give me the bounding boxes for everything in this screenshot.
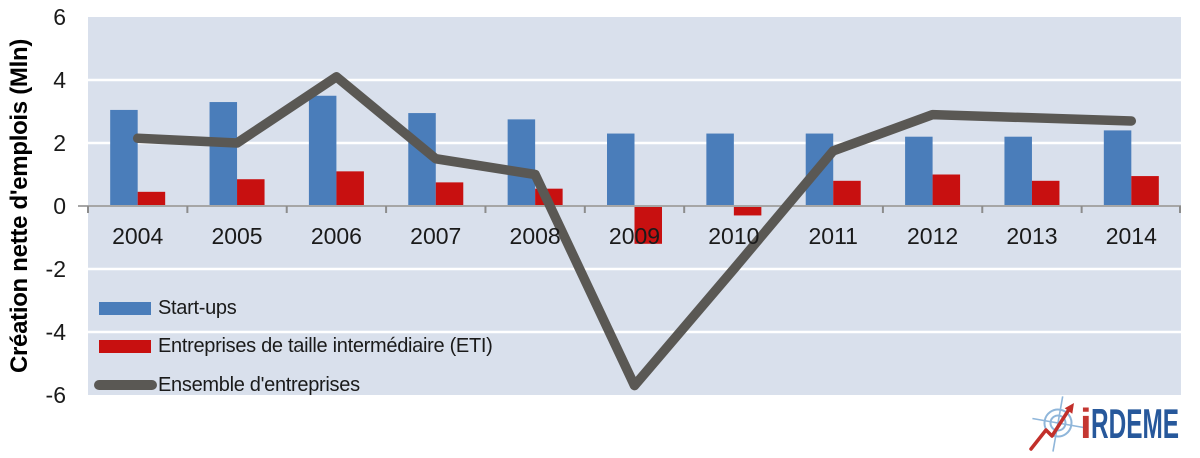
legend-item-start-ups: Start-ups [94, 289, 493, 328]
compass-scope-icon [1029, 396, 1084, 452]
bar-entreprises-de-taille-interm-diaire-eti-2012 [932, 174, 961, 206]
bar-entreprises-de-taille-interm-diaire-eti-2013 [1031, 180, 1060, 206]
legend-label: Ensemble d'entreprises [158, 373, 360, 396]
bar-entreprises-de-taille-interm-diaire-eti-2011 [833, 180, 861, 206]
y-tick-6: 6 [53, 4, 66, 30]
y-tick--6: -6 [45, 382, 66, 408]
plot-area: 2004 2005 2006 2007 2008 2009 2010 2011 2012 2013… [78, 17, 1181, 395]
y-tick-4: 4 [53, 67, 66, 93]
bar-series-start-ups [110, 95, 1132, 206]
bar-entreprises-de-taille-interm-diaire-eti-2014 [1131, 176, 1159, 206]
x-label-2011: 2011 [808, 223, 858, 249]
y-axis-ticks: 6 4 2 0 -2 -4 -6 [0, 0, 66, 458]
bar-entreprises-de-taille-interm-diaire-eti-2004 [137, 191, 166, 206]
bar-start-ups-2005 [209, 102, 238, 206]
x-label-2014: 2014 [1105, 223, 1157, 249]
x-label-2010: 2010 [708, 223, 760, 249]
bar-start-ups-2006 [308, 95, 337, 206]
x-label-2006: 2006 [310, 223, 362, 249]
bar-entreprises-de-taille-interm-diaire-eti-2009 [634, 206, 662, 244]
legend-swatch [99, 301, 151, 315]
x-label-2013: 2013 [1006, 223, 1058, 249]
legend-item-ensemble-d-entreprises: Ensemble d'entreprises [94, 366, 493, 405]
x-label-2005: 2005 [211, 223, 263, 249]
bar-entreprises-de-taille-interm-diaire-eti-2006 [336, 171, 364, 206]
y-tick--4: -4 [45, 319, 66, 345]
legend-swatch [99, 340, 151, 354]
logo-text-rdeme: RDEME [1091, 400, 1179, 447]
bar-start-ups-2009 [607, 133, 635, 206]
y-tick-0: 0 [53, 193, 66, 219]
legend-label: Start-ups [158, 296, 237, 319]
legend-line-swatch-ensemble-d-entreprises [94, 380, 158, 391]
bar-entreprises-de-taille-interm-diaire-eti-2005 [237, 179, 265, 206]
legend-item-entreprises-de-taille-interm-diaire-eti: Entreprises de taille intermédiaire (ETI… [94, 328, 493, 367]
x-label-2012: 2012 [906, 223, 959, 249]
irdeme-logo: i RDEME [1029, 396, 1179, 452]
bar-entreprises-de-taille-interm-diaire-eti-2010 [733, 206, 762, 216]
logo-text-i: i [1080, 400, 1092, 447]
bar-start-ups-2012 [905, 136, 933, 206]
chart-canvas [78, 72, 1181, 391]
x-label-2004: 2004 [112, 223, 164, 249]
bar-start-ups-2004 [110, 109, 138, 206]
x-label-2007: 2007 [410, 223, 462, 249]
bar-entreprises-de-taille-interm-diaire-eti-2007 [435, 182, 464, 206]
x-label-2008: 2008 [509, 223, 561, 249]
y-tick-2: 2 [53, 130, 66, 156]
bar-start-ups-2010 [706, 133, 734, 206]
bar-start-ups-2014 [1103, 130, 1132, 206]
rising-arrow-icon [1029, 403, 1074, 451]
chart-legend: Start-ups Entreprises de taille intermédi… [94, 289, 493, 405]
x-label-2009: 2009 [608, 223, 661, 249]
line-ensemble-d-entreprises [132, 72, 1137, 391]
legend-bar-swatch-start-ups [94, 301, 158, 315]
bar-start-ups-2013 [1004, 136, 1032, 206]
bar-start-ups-2008 [507, 119, 536, 206]
legend-label: Entreprises de taille intermédiaire (ETI… [158, 335, 493, 358]
y-tick--2: -2 [45, 256, 66, 282]
legend-bar-swatch-entreprises-de-taille-interm-diaire-eti [94, 340, 158, 354]
legend-swatch [94, 380, 157, 391]
